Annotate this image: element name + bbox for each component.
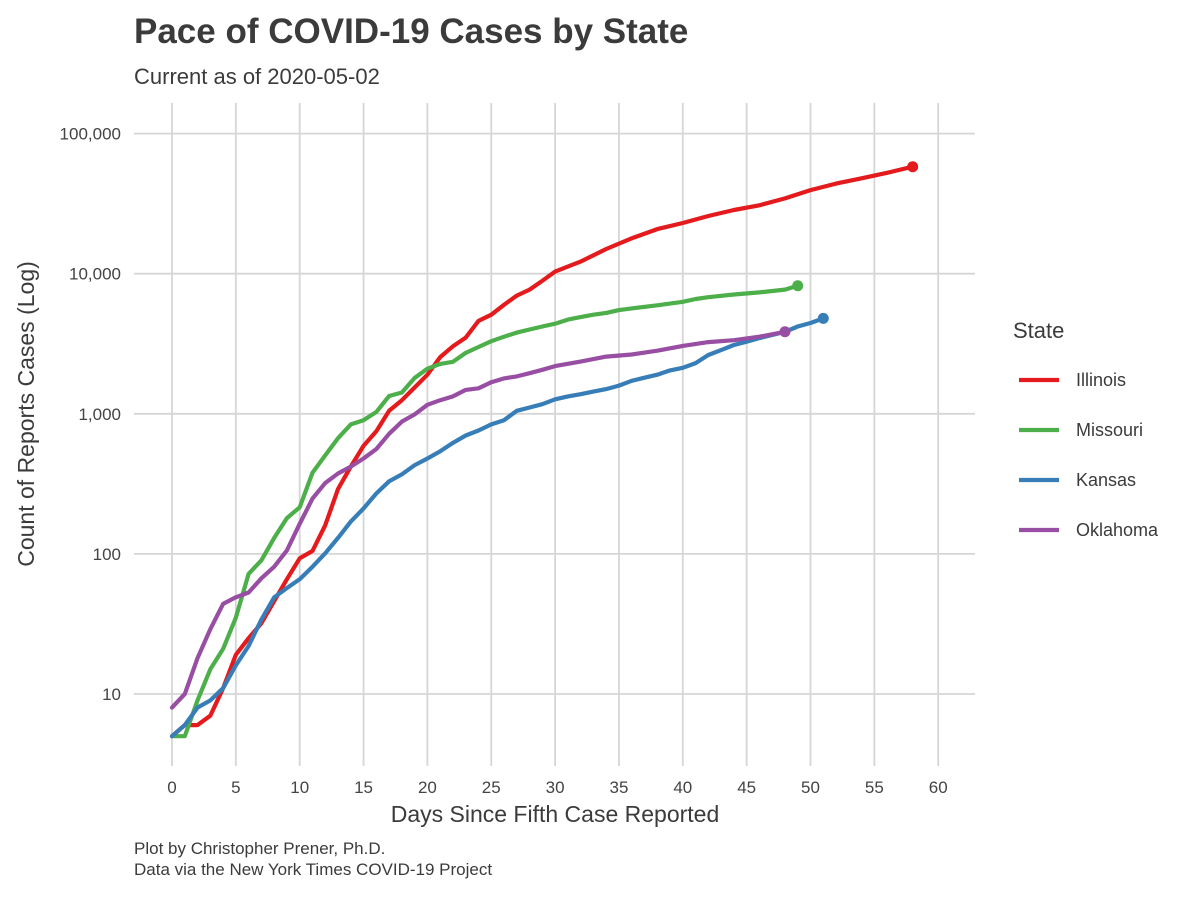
legend-label-kansas: Kansas: [1076, 470, 1136, 490]
legend-label-missouri: Missouri: [1076, 420, 1143, 440]
x-axis-tick-labels: 0 5 10 15 20 25 30 35 40 45 50 55 60: [167, 778, 947, 797]
x-tick-label-40: 40: [673, 778, 692, 797]
caption-source: Data via the New York Times COVID-19 Pro…: [134, 860, 493, 879]
y-tick-label-10: 10: [102, 685, 121, 704]
endpoint-marker-oklahoma: [779, 326, 791, 338]
x-tick-label-50: 50: [801, 778, 820, 797]
y-tick-label-1000: 1,000: [78, 405, 121, 424]
legend: State Illinois Missouri Kansas Oklahoma: [1013, 318, 1159, 540]
x-tick-label-60: 60: [929, 778, 948, 797]
chart-title: Pace of COVID-19 Cases by State: [134, 12, 689, 51]
x-tick-label-10: 10: [290, 778, 309, 797]
x-tick-label-30: 30: [546, 778, 565, 797]
caption-author: Plot by Christopher Prener, Ph.D.: [134, 839, 386, 858]
series-line-missouri: [169, 283, 800, 739]
series-line-oklahoma: [169, 329, 788, 710]
series-line-illinois: [169, 164, 915, 739]
y-tick-label-100: 100: [93, 545, 121, 564]
x-tick-label-45: 45: [737, 778, 756, 797]
x-tick-label-15: 15: [354, 778, 373, 797]
x-tick-label-5: 5: [231, 778, 240, 797]
y-axis-title: Count of Reports Cases (Log): [13, 261, 39, 567]
y-tick-label-10000: 10,000: [69, 265, 121, 284]
x-tick-label-0: 0: [167, 778, 176, 797]
legend-title: State: [1013, 318, 1064, 343]
endpoint-marker-missouri: [792, 280, 804, 292]
chart-subtitle: Current as of 2020-05-02: [134, 64, 380, 89]
endpoint-marker-kansas: [817, 312, 829, 324]
y-axis-tick-labels: 10 100 1,000 10,000 100,000: [60, 125, 121, 704]
endpoint-marker-illinois: [907, 161, 919, 173]
x-tick-label-25: 25: [482, 778, 501, 797]
chart-caption: Plot by Christopher Prener, Ph.D. Data v…: [134, 838, 492, 880]
horizontal-gridlines: [134, 132, 975, 695]
x-axis-title: Days Since Fifth Case Reported: [391, 801, 720, 827]
vertical-gridlines: [171, 103, 940, 766]
x-tick-label-35: 35: [609, 778, 628, 797]
legend-label-illinois: Illinois: [1076, 370, 1126, 390]
legend-label-oklahoma: Oklahoma: [1076, 520, 1159, 540]
x-tick-label-20: 20: [418, 778, 437, 797]
y-tick-label-100000: 100,000: [60, 125, 121, 144]
series-layer: [169, 161, 919, 739]
series-line-kansas: [169, 316, 826, 739]
x-tick-label-55: 55: [865, 778, 884, 797]
